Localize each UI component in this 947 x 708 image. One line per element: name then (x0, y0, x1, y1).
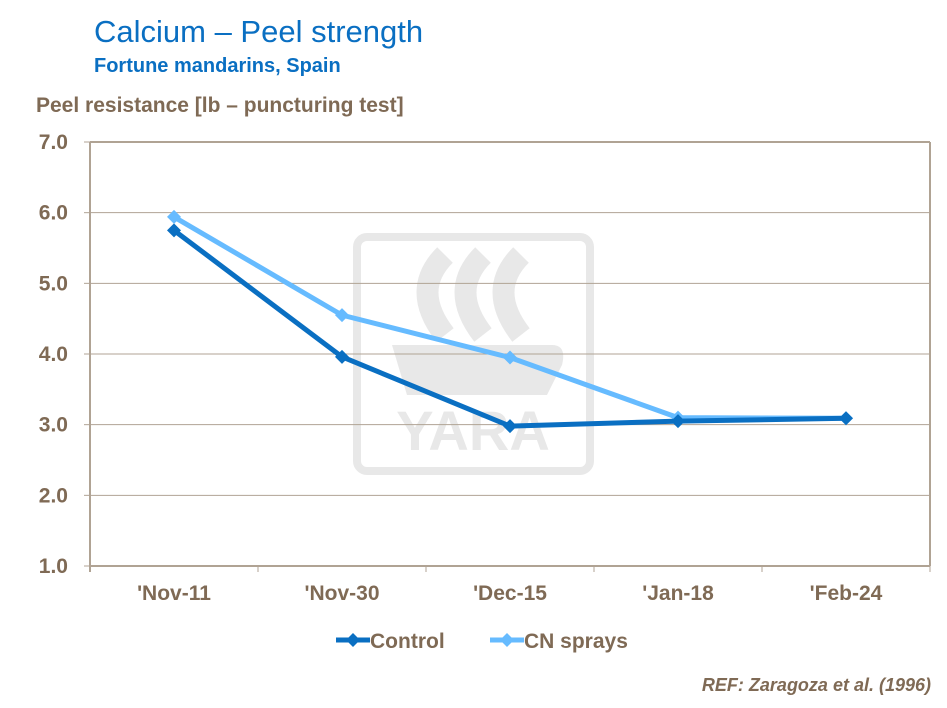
y-axis-label: Peel resistance [lb – puncturing test] (36, 94, 404, 117)
data-point (503, 350, 517, 365)
data-point (167, 223, 181, 238)
data-point (167, 209, 181, 224)
x-tick-label: 'Dec-15 (473, 582, 547, 605)
data-point (839, 411, 853, 426)
chart-subtitle: Fortune mandarins, Spain (94, 55, 341, 77)
y-tick-label: 1.0 (39, 555, 68, 578)
legend-marker (500, 633, 514, 647)
y-tick-label: 3.0 (39, 414, 68, 437)
data-point (335, 349, 349, 364)
y-tick-label: 4.0 (39, 343, 68, 366)
x-tick-label: 'Nov-11 (137, 582, 211, 605)
x-tick-label: 'Nov-30 (304, 582, 379, 605)
x-tick-label: 'Jan-18 (642, 582, 714, 605)
x-tick-label: 'Feb-24 (810, 582, 883, 605)
y-tick-label: 6.0 (39, 202, 68, 225)
reference-note: REF: Zaragoza et al. (1996) (701, 675, 931, 695)
y-tick-label: 5.0 (39, 272, 68, 295)
data-point (503, 419, 517, 434)
chart-title: Calcium – Peel strength (94, 14, 424, 49)
legend-marker (346, 633, 360, 647)
data-point (671, 414, 685, 429)
y-tick-label: 7.0 (39, 131, 68, 154)
legend-label: CN sprays (524, 630, 628, 653)
legend-label: Control (370, 630, 445, 653)
data-point (335, 308, 349, 323)
y-tick-label: 2.0 (39, 484, 68, 507)
